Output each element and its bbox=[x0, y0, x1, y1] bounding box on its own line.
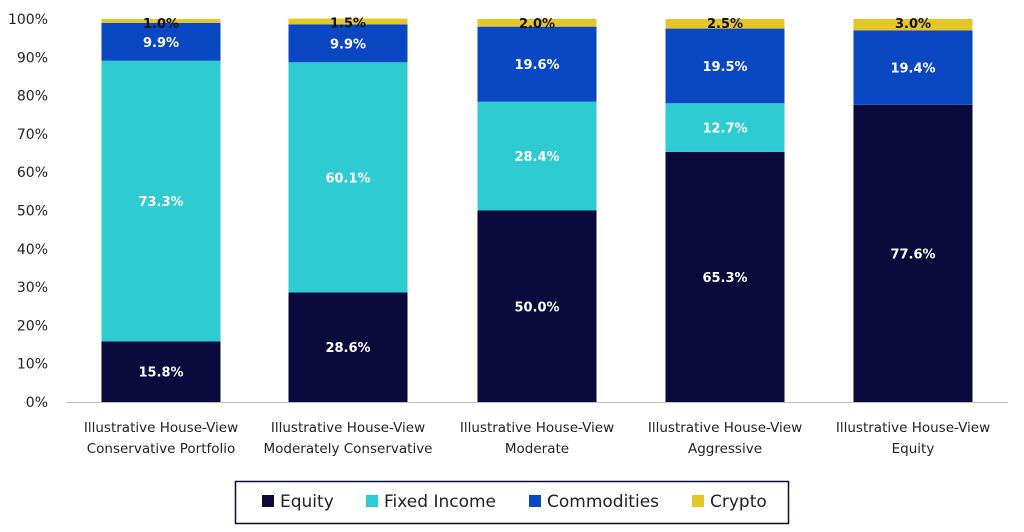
legend-entry: Crypto bbox=[710, 492, 767, 512]
bar-segment bbox=[288, 24, 408, 63]
bar-segment bbox=[288, 292, 408, 402]
data-label: 28.6% bbox=[325, 341, 370, 356]
data-label: 28.4% bbox=[514, 150, 559, 165]
y-tick-label: 80% bbox=[17, 89, 48, 105]
x-tick-label: Illustrative House-View Aggressive bbox=[648, 420, 802, 457]
data-label: 19.6% bbox=[514, 58, 559, 73]
bar-segment bbox=[665, 151, 785, 402]
bar-segment bbox=[665, 19, 785, 29]
data-label: 9.9% bbox=[143, 36, 179, 51]
bar-segment bbox=[101, 60, 221, 342]
bar-segment bbox=[477, 210, 597, 402]
y-tick-label: 60% bbox=[17, 165, 48, 181]
legend-swatch bbox=[262, 495, 274, 507]
x-tick-label: Illustrative House-View Equity bbox=[836, 420, 990, 457]
legend-entry: Fixed Income bbox=[384, 492, 496, 512]
x-tick-label-line: Aggressive bbox=[688, 441, 762, 457]
data-label: 2.5% bbox=[707, 17, 743, 32]
bar-segment bbox=[477, 101, 597, 211]
x-tick-label-line: Illustrative House-View bbox=[836, 420, 990, 436]
data-label: 9.9% bbox=[330, 37, 366, 52]
bar-segment bbox=[288, 18, 408, 25]
legend-swatch bbox=[366, 495, 378, 507]
x-tick-label-line: Moderately Conservative bbox=[264, 441, 433, 457]
x-tick-label-line: Moderate bbox=[505, 441, 569, 457]
data-label: 1.5% bbox=[330, 17, 366, 32]
data-label: 19.5% bbox=[702, 60, 747, 75]
x-tick-label: Illustrative House-View Moderate bbox=[460, 420, 614, 457]
data-label: 3.0% bbox=[895, 17, 931, 32]
bar-segment bbox=[288, 62, 408, 293]
legend-entry: Commodities bbox=[547, 492, 659, 512]
data-label: 19.4% bbox=[890, 62, 935, 77]
data-label: 15.8% bbox=[138, 366, 183, 381]
y-tick-label: 100% bbox=[8, 12, 48, 28]
x-tick-label-line: Illustrative House-View bbox=[84, 420, 238, 436]
y-tick-label: 40% bbox=[17, 242, 48, 258]
bar-segment bbox=[853, 30, 973, 105]
data-label: 60.1% bbox=[325, 171, 370, 186]
legend-swatch bbox=[529, 495, 541, 507]
bar-segment bbox=[665, 103, 785, 152]
bar-segment bbox=[101, 22, 221, 61]
y-tick-label: 10% bbox=[17, 357, 48, 373]
bar-segment bbox=[101, 341, 221, 402]
y-axis: 0% 10% 20% 30% 40% 50% 60% 70% 80% 90% 100% bbox=[8, 12, 48, 411]
y-tick-label: 90% bbox=[17, 50, 48, 66]
x-tick-label-line: Illustrative House-View bbox=[648, 420, 802, 436]
bar-segment bbox=[853, 19, 973, 31]
bar-segment bbox=[853, 104, 973, 403]
data-label: 12.7% bbox=[702, 122, 747, 137]
x-tick-label: Illustrative House-View Conservative Port… bbox=[84, 420, 238, 457]
bar-segment bbox=[477, 26, 597, 102]
x-tick-label-line: Conservative Portfolio bbox=[87, 441, 236, 457]
bar-segment bbox=[101, 19, 221, 23]
y-tick-label: 0% bbox=[26, 395, 48, 411]
y-tick-label: 50% bbox=[17, 204, 48, 220]
data-label: 50.0% bbox=[514, 300, 559, 315]
legend: Equity Fixed Income Commodities Crypto bbox=[234, 480, 790, 525]
x-tick-label-line: Illustrative House-View bbox=[460, 420, 614, 436]
bar-segment bbox=[477, 19, 597, 27]
y-tick-label: 20% bbox=[17, 318, 48, 334]
data-label: 65.3% bbox=[702, 271, 747, 286]
x-axis: Illustrative House-View Conservative Port… bbox=[66, 402, 1008, 457]
x-tick-label: Illustrative House-View Moderately Conser… bbox=[264, 420, 433, 457]
legend-entry: Equity bbox=[280, 492, 334, 512]
x-tick-label-line: Illustrative House-View bbox=[271, 420, 425, 436]
data-label: 73.3% bbox=[138, 195, 183, 210]
y-tick-label: 30% bbox=[17, 280, 48, 296]
x-tick-label-line: Equity bbox=[892, 441, 935, 457]
legend-swatch bbox=[692, 495, 704, 507]
data-label: 1.0% bbox=[143, 17, 179, 32]
data-label: 77.6% bbox=[890, 247, 935, 262]
bars: 15.8% 73.3% 9.9% 1.0% 28.6% 60.1% 9.9% 1.5% 50.0… bbox=[101, 17, 973, 403]
data-label: 2.0% bbox=[519, 17, 555, 32]
y-tick-label: 70% bbox=[17, 127, 48, 143]
bar-segment bbox=[665, 28, 785, 104]
